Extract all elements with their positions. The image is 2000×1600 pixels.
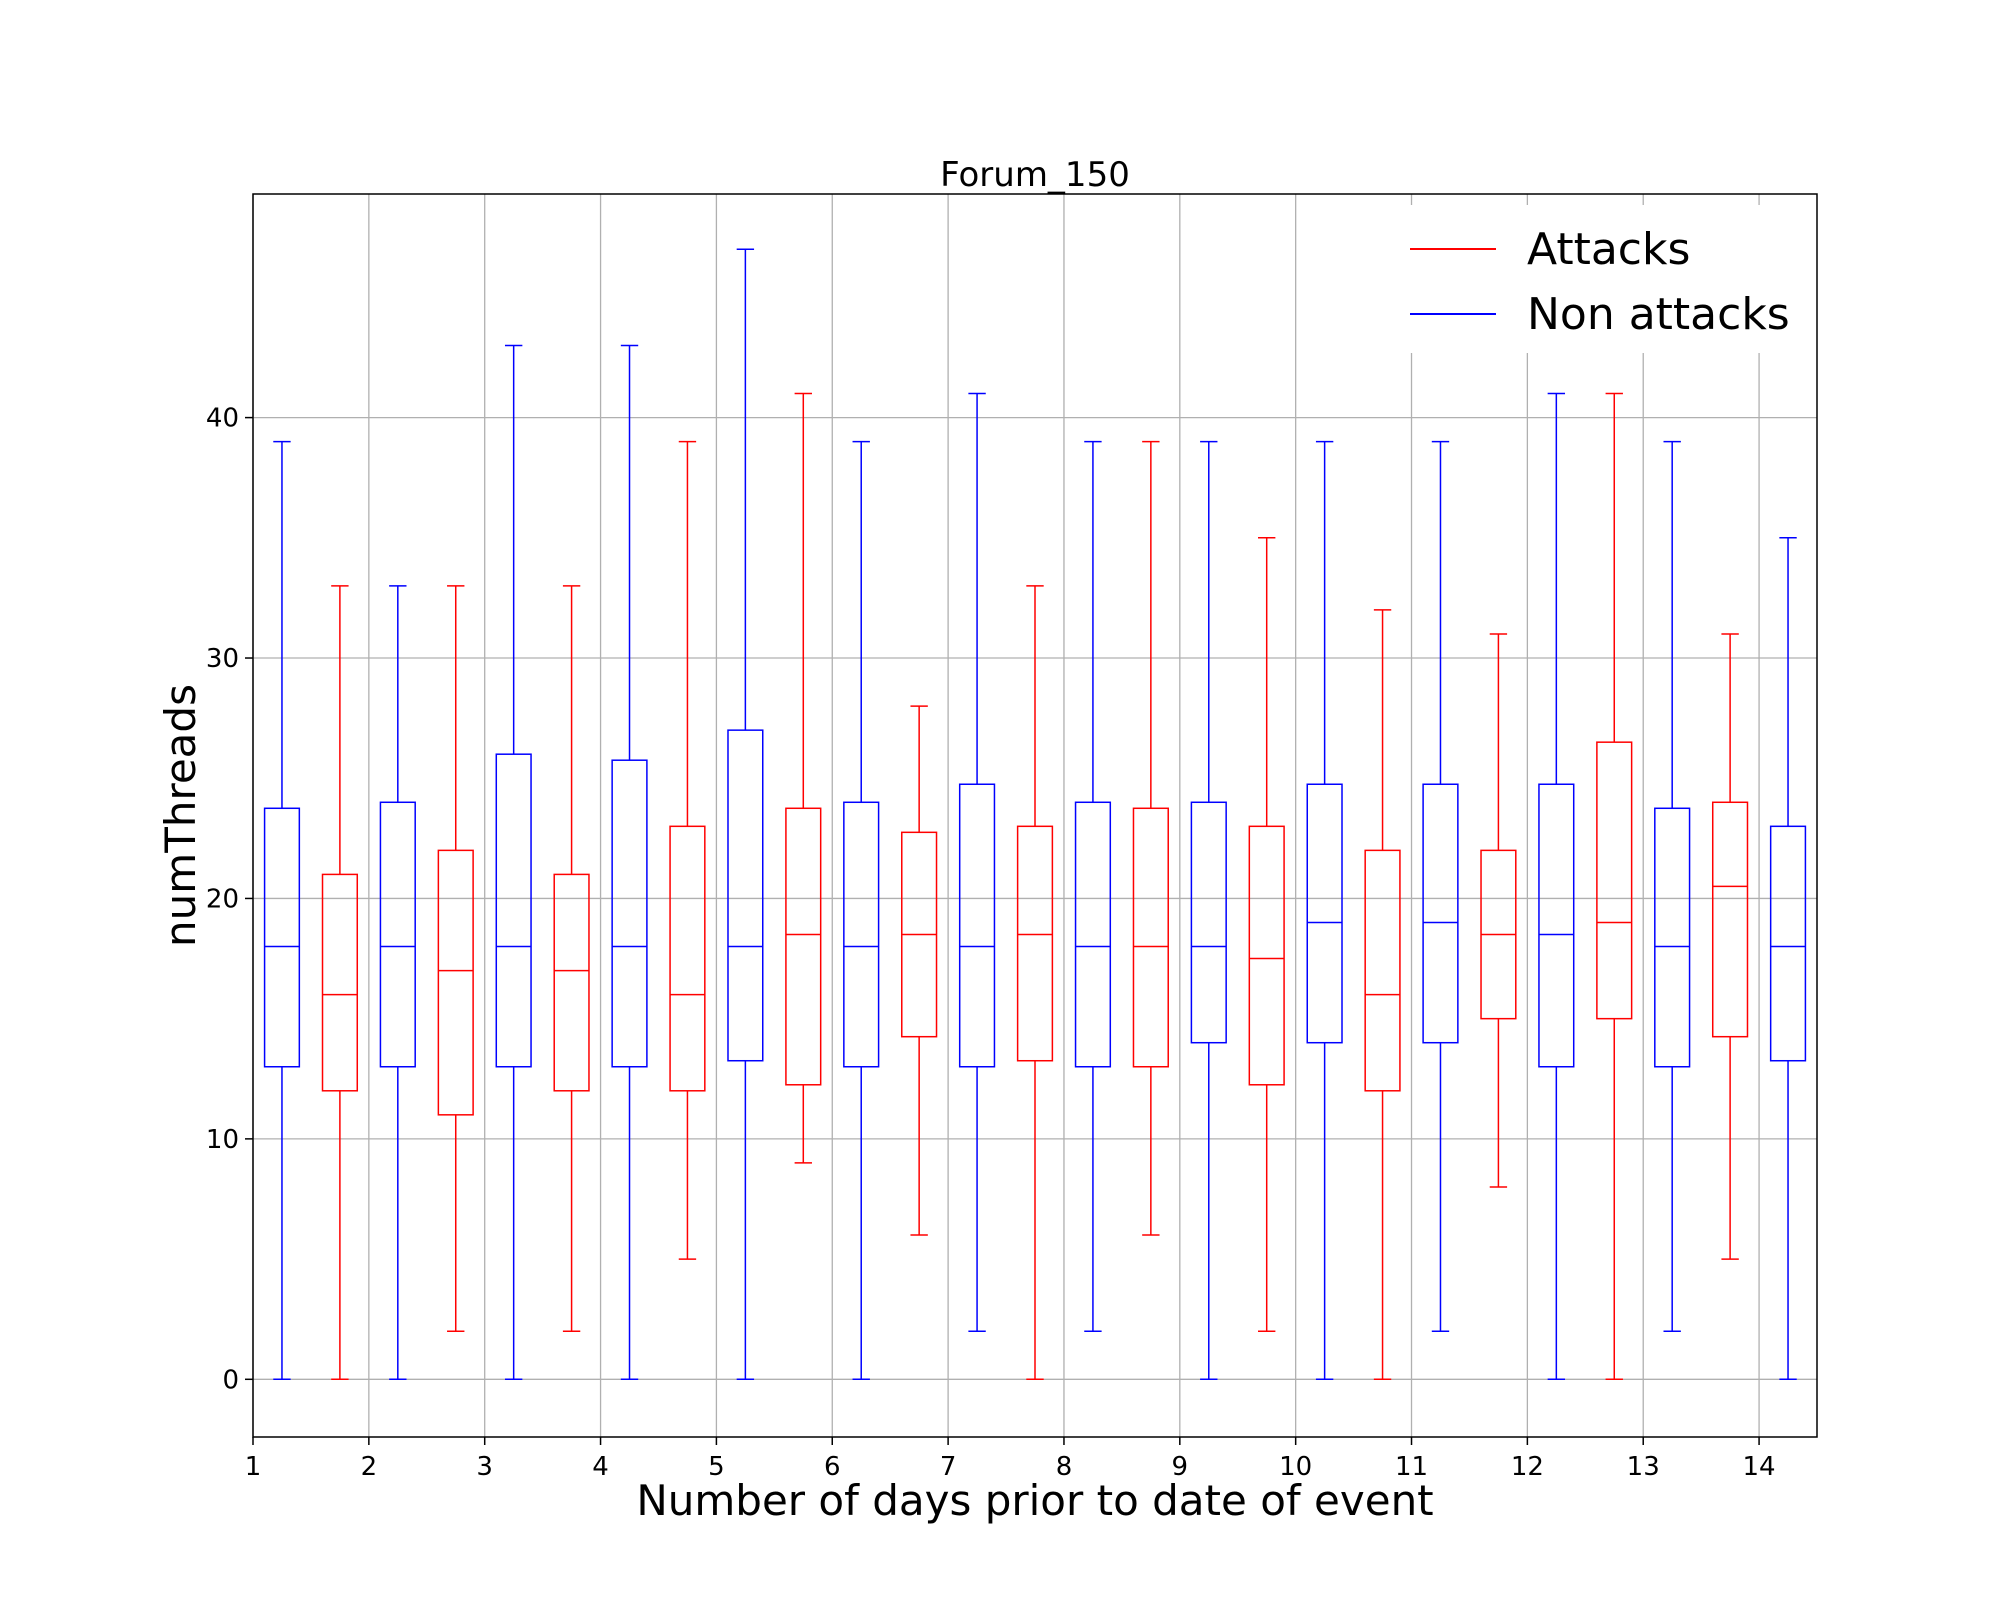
box-body: [1016, 825, 1054, 1062]
box-non-attacks: [611, 344, 648, 1381]
box-non-attacks: [1769, 537, 1807, 1381]
legend: Attacks Non attacks: [1400, 205, 1805, 353]
plot-area-frame: [252, 193, 1818, 1438]
y-tick-label: 0: [222, 1365, 239, 1395]
box-attacks: [1480, 633, 1517, 1188]
box-body: [785, 807, 822, 1086]
x-tick-label: 5: [708, 1452, 725, 1482]
box-non-attacks: [263, 440, 301, 1381]
box-non-attacks: [958, 392, 996, 1332]
box-body: [1248, 825, 1285, 1086]
y-tick-label: 30: [206, 644, 239, 674]
legend-label-attacks: Attacks: [1527, 224, 1690, 275]
x-tick-label: 2: [361, 1452, 378, 1482]
box-body: [1538, 783, 1575, 1068]
box-attacks: [1364, 609, 1401, 1381]
box-non-attacks: [843, 440, 880, 1381]
box-body: [1596, 741, 1633, 1020]
x-tick-label: 3: [476, 1452, 493, 1482]
box-attacks: [669, 440, 706, 1260]
box-body: [1306, 783, 1343, 1044]
box-attacks: [321, 585, 359, 1381]
box-body: [1190, 801, 1227, 1044]
box-series: [263, 248, 1807, 1381]
box-attacks: [553, 585, 590, 1332]
box-non-attacks: [1190, 440, 1227, 1381]
y-tick-label: 10: [206, 1125, 239, 1155]
x-tick-label: 9: [1172, 1452, 1189, 1482]
chart-title: Forum_150: [940, 155, 1130, 195]
x-tick-label: 12: [1511, 1452, 1544, 1482]
box-attacks: [1248, 537, 1285, 1332]
box-body: [958, 783, 996, 1068]
x-tick-label: 7: [940, 1452, 957, 1482]
x-tick-label: 6: [824, 1452, 841, 1482]
box-body: [495, 753, 532, 1068]
box-non-attacks: [1074, 440, 1112, 1332]
box-body: [1132, 807, 1169, 1068]
box-non-attacks: [1654, 440, 1691, 1332]
box-attacks: [1132, 440, 1169, 1236]
legend-background: [1400, 205, 1805, 353]
box-non-attacks: [1422, 440, 1459, 1332]
x-tick-label: 14: [1743, 1452, 1776, 1482]
box-body: [437, 849, 474, 1116]
box-body: [843, 801, 880, 1068]
x-tick-label: 11: [1395, 1452, 1428, 1482]
box-body: [1711, 801, 1749, 1038]
box-attacks: [1596, 392, 1633, 1381]
box-attacks: [1016, 585, 1054, 1381]
box-body: [1074, 801, 1112, 1068]
box-non-attacks: [727, 248, 764, 1381]
x-tick-label: 13: [1627, 1452, 1660, 1482]
box-non-attacks: [495, 344, 532, 1381]
box-non-attacks: [1306, 440, 1343, 1381]
y-tick-label: 40: [206, 404, 239, 434]
box-attacks: [901, 705, 938, 1236]
x-tick-label: 1: [245, 1452, 262, 1482]
legend-label-non-attacks: Non attacks: [1527, 289, 1790, 340]
box-non-attacks: [379, 585, 416, 1381]
y-tick-label: 20: [206, 884, 239, 914]
box-non-attacks: [1538, 392, 1575, 1381]
box-body: [379, 801, 416, 1068]
box-body: [727, 729, 764, 1062]
box-body: [1364, 849, 1401, 1092]
x-tick-label: 10: [1279, 1452, 1312, 1482]
box-body: [553, 873, 590, 1092]
y-axis-title: numThreads: [156, 684, 205, 947]
box-body: [1422, 783, 1459, 1044]
x-tick-label: 4: [592, 1452, 609, 1482]
box-attacks: [785, 392, 822, 1164]
box-body: [611, 759, 648, 1068]
box-body: [321, 873, 359, 1092]
box-body: [263, 807, 301, 1068]
x-axis-title: Number of days prior to date of event: [636, 1476, 1433, 1525]
box-attacks: [437, 585, 474, 1332]
box-body: [1769, 825, 1807, 1062]
box-body: [669, 825, 706, 1092]
box-body: [1654, 807, 1691, 1068]
x-tick-label: 8: [1056, 1452, 1073, 1482]
box-attacks: [1711, 633, 1749, 1260]
